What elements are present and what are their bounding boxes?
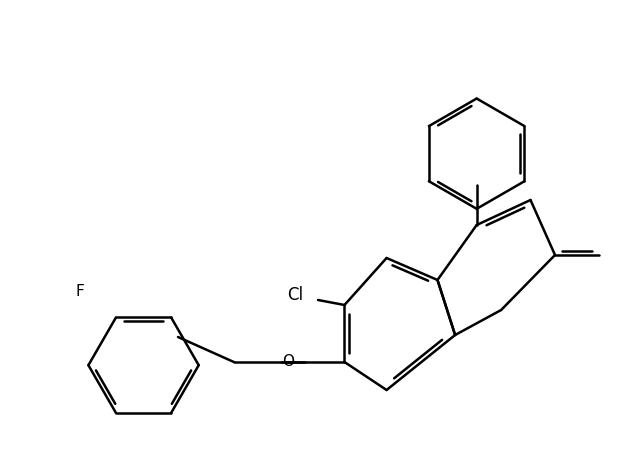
Text: O: O	[282, 354, 294, 369]
Text: Cl: Cl	[287, 286, 303, 304]
Text: F: F	[76, 284, 84, 299]
